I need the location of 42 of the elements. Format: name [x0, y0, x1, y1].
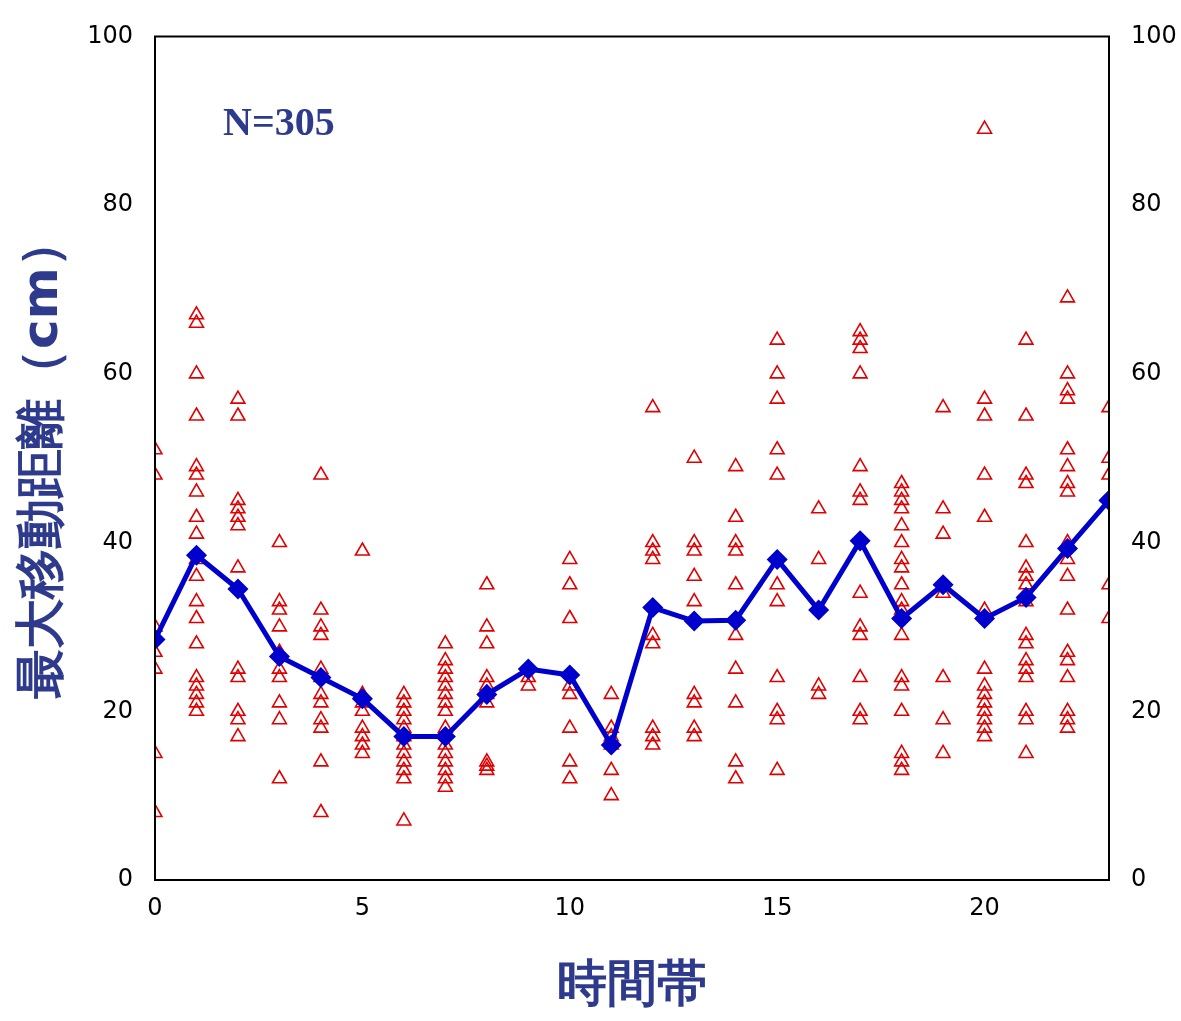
x-tick-label: 20	[969, 892, 1000, 921]
annotation: N=305	[223, 98, 335, 144]
y2-tick-label: 100	[1131, 20, 1177, 49]
y-tick-label: 60	[102, 358, 133, 387]
y2-tick-label: 0	[1131, 864, 1147, 893]
y-tick-label: 80	[102, 189, 133, 218]
y-tick-label: 0	[117, 864, 133, 893]
point	[477, 684, 497, 704]
point	[1058, 538, 1078, 558]
y-tick-label: 100	[87, 20, 133, 49]
point	[601, 735, 621, 755]
point	[975, 608, 995, 628]
point	[518, 659, 538, 679]
point	[1016, 587, 1036, 607]
point	[560, 665, 580, 685]
x-tick-label: 15	[761, 892, 793, 921]
x-tick-label: 10	[554, 892, 586, 921]
y2-tick-label: 60	[1131, 358, 1162, 387]
x-tick-label: 0	[147, 892, 163, 921]
point	[809, 600, 829, 620]
point	[394, 727, 414, 747]
point	[643, 598, 663, 618]
point	[352, 689, 372, 709]
point	[684, 611, 704, 631]
point	[850, 531, 870, 551]
point	[228, 579, 248, 599]
point	[933, 575, 953, 595]
point	[726, 610, 746, 630]
point	[892, 608, 912, 628]
y2-tick-label: 40	[1131, 526, 1162, 555]
point	[435, 727, 455, 747]
y2-tick-label: 20	[1131, 695, 1162, 724]
x-tick-label: 5	[354, 892, 371, 921]
y-tick-label: 40	[102, 526, 133, 555]
point	[186, 545, 206, 565]
y-axis-title: 最大移動距離（cm）	[10, 217, 69, 700]
point	[311, 668, 331, 688]
y2-tick-label: 80	[1131, 189, 1162, 218]
point	[269, 646, 289, 666]
y-tick-label: 20	[102, 695, 133, 724]
point	[767, 549, 787, 569]
x-axis-title: 時間帯	[557, 953, 707, 1012]
